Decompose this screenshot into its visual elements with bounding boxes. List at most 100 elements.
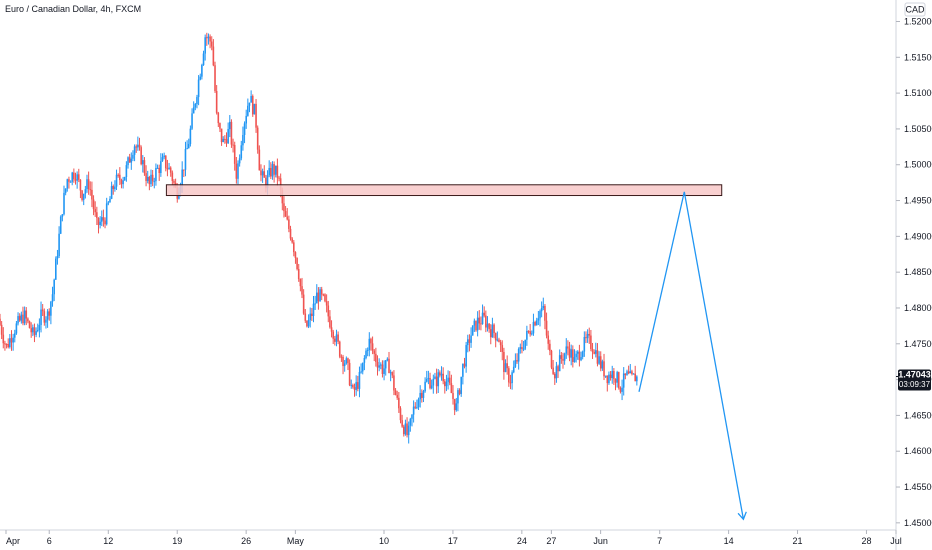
candle-body xyxy=(595,350,597,354)
candle-body xyxy=(629,371,632,374)
candle-body xyxy=(598,356,600,364)
candle-body xyxy=(53,279,55,295)
candle-body xyxy=(7,344,10,348)
candle-body xyxy=(122,180,124,185)
candle-body xyxy=(347,358,349,363)
candle-body xyxy=(251,96,254,115)
candle-body xyxy=(253,103,256,115)
candle-body xyxy=(135,146,138,148)
candle-body xyxy=(141,160,144,165)
candle-body xyxy=(512,366,515,373)
candle-body xyxy=(273,164,275,175)
candle-body xyxy=(15,323,18,334)
candle-body xyxy=(286,216,289,220)
candle-body xyxy=(243,123,246,135)
candle-body xyxy=(45,319,47,323)
candle-body xyxy=(150,174,152,185)
candle-body xyxy=(343,363,346,367)
candle-body xyxy=(324,294,326,302)
candle-body xyxy=(158,167,161,174)
candle-body xyxy=(442,373,444,382)
candle-body xyxy=(59,216,62,234)
candle-body xyxy=(56,256,59,259)
candle-body xyxy=(235,163,238,179)
candle-body xyxy=(432,378,435,386)
candle-body xyxy=(76,174,78,181)
candle-body xyxy=(394,390,397,395)
price-tick-label: 1.51500 xyxy=(904,52,932,62)
candle-body xyxy=(184,149,187,170)
candle-body xyxy=(40,309,42,325)
candle-body xyxy=(232,144,234,146)
candle-body xyxy=(248,102,251,106)
candle-body xyxy=(527,330,530,332)
time-tick-label: 27 xyxy=(546,536,556,546)
candle-body xyxy=(545,320,548,336)
candle-body xyxy=(291,238,293,243)
candle-body xyxy=(197,79,200,98)
price-axis[interactable]: 1.52000 1.51500 1.51000 1.50500 1.50000 1.495… xyxy=(896,16,932,528)
candle-body xyxy=(453,398,456,411)
candle-body xyxy=(414,406,417,408)
candle-body xyxy=(334,338,336,342)
candle-body xyxy=(404,423,407,435)
candle-body xyxy=(419,392,421,400)
candle-body xyxy=(41,309,44,312)
candle-body xyxy=(529,331,531,335)
candle-body xyxy=(306,320,308,327)
candle-body xyxy=(278,177,280,179)
candle-body xyxy=(427,377,430,379)
candle-body xyxy=(220,128,223,143)
time-tick-label: 6 xyxy=(47,536,52,546)
candle-body xyxy=(368,338,371,351)
price-tick-label: 1.50000 xyxy=(904,160,932,170)
candle-body xyxy=(386,358,389,361)
candle-body xyxy=(30,328,32,333)
candle-body xyxy=(406,423,408,436)
candle-body xyxy=(544,305,546,321)
candle-body xyxy=(542,305,545,309)
time-axis[interactable]: Apr 6 12 19 26 May 10 17 24 27 Jun 7 14 21 28 Jul xyxy=(5,530,902,546)
candle-body xyxy=(463,363,466,367)
candle-body xyxy=(245,115,248,124)
candle-body xyxy=(593,351,595,354)
candle-body xyxy=(314,303,316,305)
candle-body xyxy=(265,177,267,189)
candle-body xyxy=(32,327,34,333)
candle-body xyxy=(636,376,638,382)
resistance-zone[interactable] xyxy=(165,184,723,197)
candle-body xyxy=(222,138,225,143)
candle-body xyxy=(365,350,367,359)
currency-label: CAD xyxy=(905,5,925,15)
candle-body xyxy=(288,219,290,229)
candle-body xyxy=(163,155,165,158)
candle-body xyxy=(191,113,193,129)
candle-body xyxy=(322,294,325,296)
candle-body xyxy=(417,399,420,408)
candle-body xyxy=(33,327,36,335)
candle-body xyxy=(350,385,353,387)
candle-body xyxy=(228,121,231,130)
price-tick-label: 1.48000 xyxy=(904,303,932,313)
candle-body xyxy=(329,316,331,328)
currency-badge[interactable] xyxy=(904,2,926,17)
candle-body xyxy=(563,353,566,361)
candle-body xyxy=(204,37,206,54)
candle-body xyxy=(289,228,292,239)
candle-body xyxy=(626,371,628,376)
candle-body xyxy=(71,172,74,182)
candle-body xyxy=(22,314,24,324)
candle-body xyxy=(110,186,113,199)
candle-body xyxy=(137,144,139,148)
candle-body xyxy=(526,330,528,340)
candle-body xyxy=(299,279,302,287)
price-tick-label: 1.45500 xyxy=(904,482,932,492)
candle-body xyxy=(596,350,599,364)
candle-body xyxy=(539,311,541,319)
candle-body xyxy=(609,374,612,379)
candle-body xyxy=(261,171,264,176)
candle-body xyxy=(127,157,129,166)
projection-line[interactable] xyxy=(638,191,745,520)
candle-body xyxy=(485,315,487,328)
